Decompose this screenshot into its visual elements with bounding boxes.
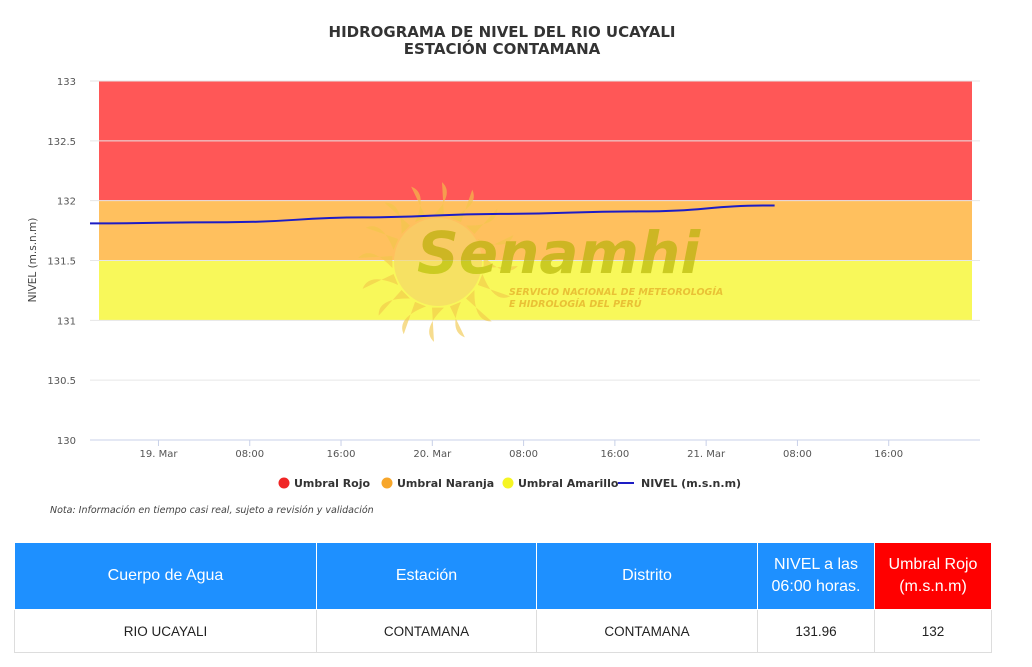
band-umbral-amarillo [99, 260, 972, 321]
watermark-line1: SERVICIO NACIONAL DE METEOROLOGÍA [509, 286, 723, 298]
chart-note: Nota: Información en tiempo casi real, s… [50, 505, 374, 516]
cell-estacion: CONTAMANA [316, 609, 537, 653]
hydrograph-chart: HIDROGRAMA DE NIVEL DEL RIO UCAYALI ESTA… [27, 23, 980, 490]
legend-item[interactable]: NIVEL (m.s.n.m) [618, 477, 741, 490]
table-row: RIO UCAYALI CONTAMANA CONTAMANA 131.96 1… [14, 609, 992, 653]
legend-dot-icon [381, 477, 393, 489]
x-tick-label: 16:00 [874, 449, 903, 460]
cell-distrito: CONTAMANA [536, 609, 758, 653]
legend-label: Umbral Amarillo [518, 477, 619, 490]
y-tick-label: 130.5 [47, 376, 76, 387]
x-tick-label: 19. Mar [139, 449, 178, 460]
x-tick-label: 16:00 [327, 449, 356, 460]
band-umbral-naranja [99, 200, 972, 261]
chart-title: HIDROGRAMA DE NIVEL DEL RIO UCAYALI [329, 23, 676, 41]
header-nivel-0600: NIVEL a las 06:00 horas. [757, 542, 875, 610]
y-tick-label: 131.5 [47, 257, 76, 268]
x-tick-label: 08:00 [235, 449, 264, 460]
watermark-brand: Senamhi [417, 219, 701, 287]
header-distrito: Distrito [536, 542, 758, 610]
x-tick-label: 16:00 [600, 449, 629, 460]
y-tick-label: 131 [57, 316, 76, 327]
x-tick-label: 20. Mar [413, 449, 452, 460]
series-line-nivel [89, 204, 775, 225]
legend-item[interactable]: Umbral Amarillo [502, 477, 619, 490]
y-tick-label: 132 [57, 197, 76, 208]
cell-cuerpo-de-agua: RIO UCAYALI [14, 609, 317, 653]
legend-item[interactable]: Umbral Naranja [381, 477, 495, 490]
sun-logo-icon [358, 182, 518, 342]
x-tick-label: 08:00 [783, 449, 812, 460]
cell-nivel: 131.96 [757, 609, 875, 653]
y-axis-label: NIVEL (m.s.n.m) [27, 218, 39, 303]
legend-label: NIVEL (m.s.n.m) [641, 477, 741, 490]
y-tick-label: 133 [57, 77, 76, 88]
y-tick-label: 130 [57, 436, 76, 447]
legend-dot-icon [278, 477, 290, 489]
table-header-row: Cuerpo de Agua Estación Distrito NIVEL a… [14, 542, 992, 610]
x-tick-label: 21. Mar [687, 449, 726, 460]
chart-subtitle: ESTACIÓN CONTAMANA [404, 39, 601, 58]
cell-umbral-rojo: 132 [874, 609, 992, 653]
header-cuerpo-de-agua: Cuerpo de Agua [14, 542, 317, 610]
station-table: Cuerpo de Agua Estación Distrito NIVEL a… [14, 542, 992, 653]
legend-dot-icon [502, 477, 514, 489]
legend-label: Umbral Rojo [294, 477, 371, 490]
y-tick-label: 132.5 [47, 137, 76, 148]
header-estacion: Estación [316, 542, 537, 610]
x-tick-label: 08:00 [509, 449, 538, 460]
legend-label: Umbral Naranja [397, 477, 494, 490]
legend-item[interactable]: Umbral Rojo [278, 477, 371, 490]
header-umbral-rojo: Umbral Rojo (m.s.n.m) [874, 542, 992, 610]
watermark-line2: E HIDROLOGÍA DEL PERÚ [509, 298, 642, 310]
senamhi-watermark: Senamhi SERVICIO NACIONAL DE METEOROLOGÍ… [358, 182, 723, 342]
